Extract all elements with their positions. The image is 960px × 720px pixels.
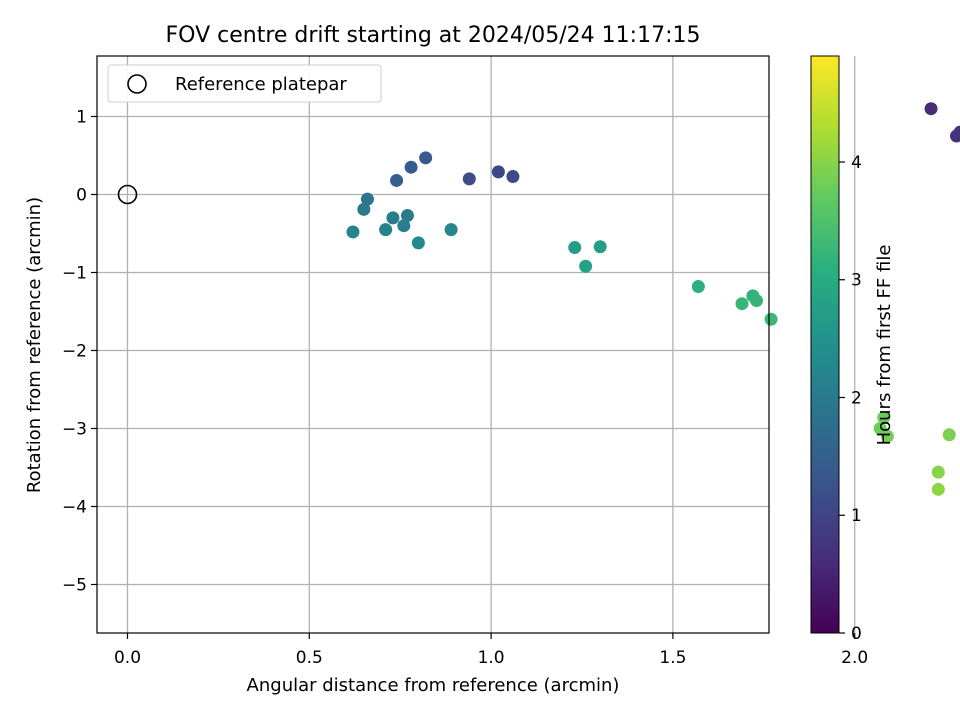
data-point <box>491 165 505 179</box>
legend-entry-reference: Reference platepar <box>175 74 347 95</box>
y-tick-label: 0 <box>76 186 87 206</box>
y-tick-label: −4 <box>62 498 87 518</box>
data-point <box>568 241 582 255</box>
data-point <box>506 170 520 184</box>
colorbar-tick-label: 4 <box>851 153 862 173</box>
y-axis-ticks: 1 0 −1 −2 −3 −4 −5 <box>62 108 97 596</box>
data-point <box>579 259 593 273</box>
data-point <box>593 240 607 254</box>
data-point <box>400 209 414 223</box>
colorbar-tick-label: 2 <box>851 388 862 408</box>
data-point <box>360 192 374 206</box>
chart-title: FOV centre drift starting at 2024/05/24 … <box>166 23 701 48</box>
plot-frame <box>96 55 770 634</box>
data-point <box>444 223 458 237</box>
x-axis-ticks: 0.00.51.01.52.02.53.03.5 <box>114 633 868 668</box>
legend-marker <box>127 74 147 94</box>
data-point <box>397 219 411 233</box>
legend: Reference platepar <box>107 64 382 103</box>
data-point <box>390 173 404 187</box>
grid-lines <box>97 56 856 633</box>
data-point <box>386 211 400 225</box>
y-tick-label: −1 <box>62 264 87 284</box>
data-point <box>404 160 418 174</box>
colorbar-tick-label: 0 <box>851 624 862 644</box>
colorbar-tick-label: 3 <box>851 271 862 291</box>
data-point <box>950 129 960 143</box>
legend-box <box>107 64 382 103</box>
data-point <box>931 465 945 479</box>
reference-platepar-marker <box>117 184 138 205</box>
data-point <box>877 411 891 425</box>
y-tick-label: −2 <box>62 342 87 362</box>
data-point <box>735 297 749 311</box>
data-point <box>924 102 938 116</box>
data-point <box>411 236 425 250</box>
data-point <box>346 225 360 239</box>
data-point <box>764 312 778 326</box>
y-axis-label: Rotation from reference (arcmin) <box>24 197 45 493</box>
data-point <box>357 202 371 216</box>
data-points <box>346 102 960 496</box>
data-point <box>942 428 956 442</box>
colorbar: 0 1 2 3 4 Hours from first FF file <box>810 55 895 644</box>
x-axis-label: Angular distance from reference (arcmin) <box>247 675 620 696</box>
x-tick-label: 0.5 <box>296 648 323 668</box>
x-tick-label: 1.0 <box>478 648 505 668</box>
data-point <box>462 172 476 186</box>
x-tick-label: 1.5 <box>659 648 686 668</box>
data-point <box>880 429 894 443</box>
y-tick-label: −3 <box>62 420 87 440</box>
colorbar-ticks: 0 1 2 3 4 <box>839 153 862 644</box>
data-point <box>691 280 705 294</box>
colorbar-gradient <box>810 55 840 634</box>
colorbar-tick-label: 1 <box>851 506 862 526</box>
x-tick-label: 2.0 <box>841 648 868 668</box>
data-point <box>379 223 393 237</box>
colorbar-label: Hours from first FF file <box>874 245 895 446</box>
y-tick-label: −5 <box>62 576 87 596</box>
data-point <box>931 482 945 496</box>
data-point <box>419 151 433 165</box>
y-tick-label: 1 <box>76 108 87 128</box>
x-tick-label: 0.0 <box>114 648 141 668</box>
data-point <box>750 294 764 308</box>
